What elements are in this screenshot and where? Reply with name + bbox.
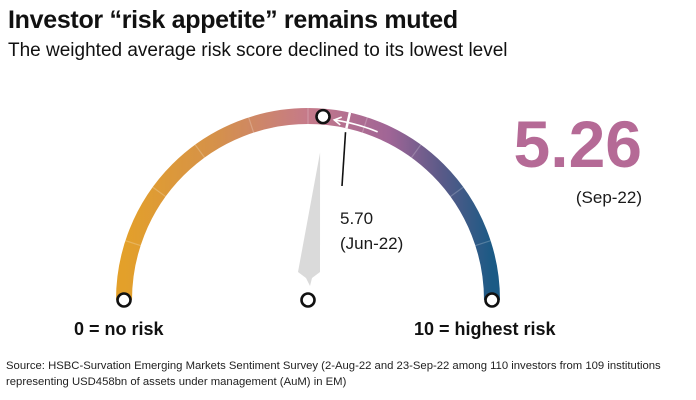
gauge-segment-tick bbox=[194, 144, 206, 158]
gauge-segment-tick bbox=[361, 117, 368, 133]
previous-value-label: 5.70 bbox=[340, 209, 373, 228]
current-period-label: (Sep-22) bbox=[576, 188, 642, 207]
source-note: Source: HSBC-Survation Emerging Markets … bbox=[6, 360, 661, 388]
gauge-arc bbox=[116, 108, 500, 301]
gauge-chart: 5.26 (Sep-22) 5.70 (Jun-22) 0 = no risk … bbox=[74, 107, 642, 339]
chart-title: Investor “risk appetite” remains muted bbox=[8, 6, 458, 34]
current-value-marker bbox=[315, 108, 331, 125]
previous-value-leader-line bbox=[341, 132, 347, 187]
gauge-pointer bbox=[298, 152, 321, 286]
gauge-segment-tick bbox=[152, 186, 166, 198]
previous-value-marker bbox=[345, 112, 352, 129]
scale-max-marker bbox=[484, 292, 500, 308]
gauge-segment-tick bbox=[450, 186, 464, 198]
chart-subtitle: The weighted average risk score declined… bbox=[8, 40, 508, 61]
gauge-segment-tick bbox=[125, 240, 141, 247]
gauge-segment-tick bbox=[410, 144, 422, 158]
scale-min-label: 0 = no risk bbox=[74, 319, 165, 339]
gauge-segment-tick bbox=[475, 240, 491, 247]
gauge-pivot bbox=[300, 292, 316, 308]
scale-max-label: 10 = highest risk bbox=[414, 319, 557, 339]
gauge-segment-ticks bbox=[125, 108, 491, 247]
scale-min-marker bbox=[116, 292, 132, 308]
gauge-segment-tick bbox=[248, 117, 255, 133]
decline-arrowhead-icon bbox=[332, 116, 342, 126]
previous-period-label: (Jun-22) bbox=[340, 234, 403, 253]
current-value-label: 5.26 bbox=[514, 107, 642, 181]
